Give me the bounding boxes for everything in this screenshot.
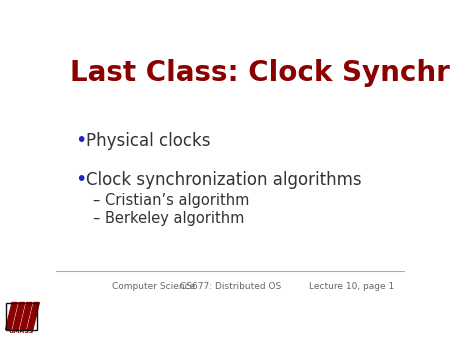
Text: – Berkeley algorithm: – Berkeley algorithm	[93, 211, 244, 226]
Text: Clock synchronization algorithms: Clock synchronization algorithms	[86, 171, 361, 189]
Bar	[5, 303, 37, 330]
Text: Last Class: Clock Synchronization: Last Class: Clock Synchronization	[70, 59, 450, 87]
Text: CS677: Distributed OS: CS677: Distributed OS	[180, 282, 281, 291]
Text: – Cristian’s algorithm: – Cristian’s algorithm	[93, 193, 249, 208]
Bar	[5, 303, 37, 330]
Polygon shape	[20, 303, 32, 330]
Text: UMASS: UMASS	[9, 330, 34, 334]
Polygon shape	[27, 303, 39, 330]
Text: •: •	[76, 131, 87, 150]
Text: •: •	[76, 170, 87, 189]
Polygon shape	[13, 303, 25, 330]
Text: Computer Science: Computer Science	[112, 282, 195, 291]
Text: Physical clocks: Physical clocks	[86, 132, 211, 150]
Text: Lecture 10, page 1: Lecture 10, page 1	[309, 282, 395, 291]
Polygon shape	[5, 303, 18, 330]
